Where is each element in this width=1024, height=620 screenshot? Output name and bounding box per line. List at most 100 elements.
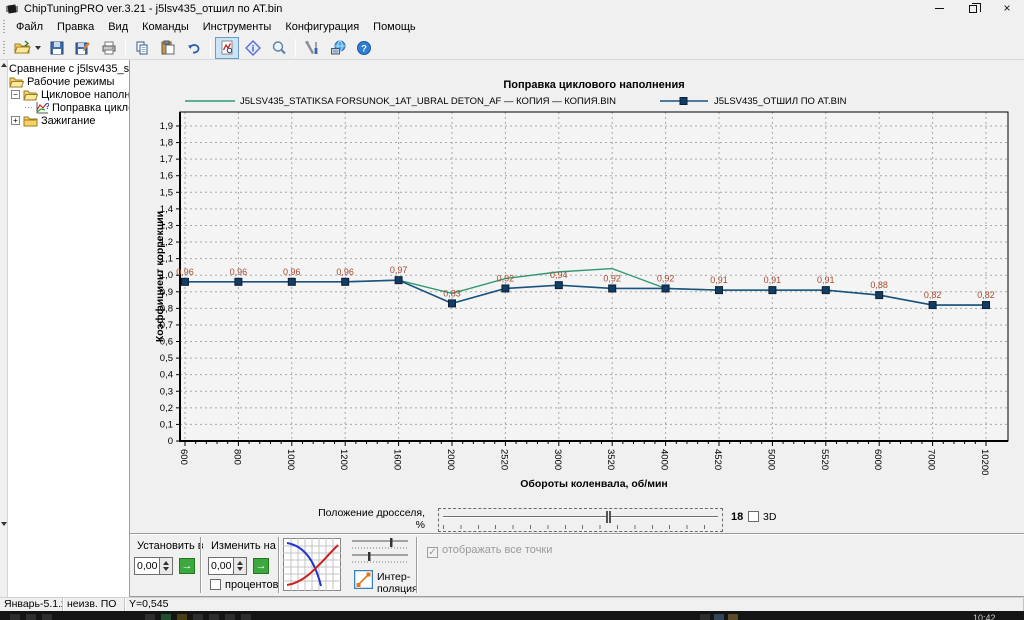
taskbar-tray-icon[interactable] <box>700 614 710 620</box>
menu-file[interactable]: Файл <box>9 18 50 36</box>
curves-tool-icon[interactable] <box>283 538 341 591</box>
svg-text:0,91: 0,91 <box>817 275 835 285</box>
svg-text:Обороты коленвала, об/мин: Обороты коленвала, об/мин <box>520 478 668 490</box>
toolbar-separator <box>125 39 126 57</box>
tree-root-item[interactable]: Сравнение с j5lsv435_statiksa fo <box>9 62 129 75</box>
menu-help[interactable]: Помощь <box>366 18 423 36</box>
tools-button[interactable] <box>300 37 324 59</box>
sliders-tool-icon[interactable] <box>350 538 410 566</box>
toolbar-separator <box>295 39 296 57</box>
taskbar-icon[interactable] <box>209 614 219 620</box>
network-button[interactable] <box>326 37 350 59</box>
set-to-input[interactable] <box>135 558 159 574</box>
percent-label: процентов <box>225 579 278 591</box>
slider-thumb[interactable] <box>606 511 611 523</box>
edit-controls-panel: Установить в → Изменить на → процентов <box>130 533 1024 597</box>
svg-text:1,7: 1,7 <box>160 154 173 165</box>
paste-button[interactable] <box>156 37 180 59</box>
taskbar-icon[interactable] <box>177 614 187 620</box>
scroll-up-icon[interactable] <box>1 63 7 67</box>
taskbar-icon[interactable] <box>241 614 251 620</box>
apply-change-by-button[interactable]: → <box>253 558 269 574</box>
throttle-slider[interactable] <box>438 508 723 532</box>
tree-scrollbar[interactable] <box>0 60 8 597</box>
svg-text:4000: 4000 <box>659 449 670 470</box>
taskbar-icon[interactable] <box>145 614 155 620</box>
status-bar: Январь-5.1.x неизв. ПО Y=0,545 <box>0 597 1024 611</box>
save-as-button[interactable] <box>71 37 95 59</box>
interpolation-icon[interactable] <box>354 570 373 589</box>
close-button[interactable]: × <box>990 0 1024 18</box>
taskbar-icon[interactable] <box>193 614 203 620</box>
svg-text:1200: 1200 <box>338 449 349 470</box>
toolbar-grip[interactable] <box>3 41 5 55</box>
taskbar-tray-icon[interactable] <box>728 614 738 620</box>
menubar-grip[interactable] <box>3 20 5 34</box>
taskbar-icon[interactable] <box>42 614 52 620</box>
windows-taskbar[interactable]: 10:42 <box>0 611 1024 620</box>
collapse-minus-icon[interactable]: − <box>11 90 20 99</box>
zoom-button[interactable] <box>267 37 291 59</box>
percent-toggle[interactable]: процентов <box>210 579 278 591</box>
open-dropdown-icon[interactable] <box>35 46 41 50</box>
expand-plus-icon[interactable]: + <box>11 116 20 125</box>
tree-item-working-modes[interactable]: Рабочие режимы <box>9 75 129 88</box>
panel-separator <box>416 537 418 593</box>
chart-canvas[interactable]: 00,10,20,30,40,50,60,70,80,91,01,11,21,3… <box>130 60 1024 503</box>
throttle-value: 18 <box>731 511 743 523</box>
save-button[interactable] <box>45 37 69 59</box>
show-all-points-toggle: ✓отображать все точки <box>427 544 552 558</box>
apply-arrow-icon: → <box>182 560 193 572</box>
apply-set-to-button[interactable]: → <box>179 558 195 574</box>
open-button[interactable] <box>10 37 34 59</box>
change-by-spinner[interactable] <box>233 558 246 574</box>
menu-commands[interactable]: Команды <box>135 18 196 36</box>
restore-button[interactable] <box>956 0 990 18</box>
window-title: ChipTuningPRO ver.3.21 - j5lsv435_отшил … <box>24 0 282 18</box>
svg-text:7000: 7000 <box>926 449 937 470</box>
info-button[interactable]: i <box>241 37 265 59</box>
set-to-spinbox[interactable] <box>134 557 173 575</box>
tree-item-cyclic-filling[interactable]: − Цикловое наполнение <box>9 88 129 101</box>
mode-3d-toggle[interactable]: 3D <box>748 511 776 523</box>
minimize-button[interactable] <box>922 0 956 18</box>
set-to-spinner[interactable] <box>159 558 172 574</box>
tree-connector <box>25 107 33 108</box>
taskbar-icon[interactable] <box>26 614 36 620</box>
print-button[interactable] <box>97 37 121 59</box>
copy-button[interactable] <box>130 37 154 59</box>
svg-text:1,6: 1,6 <box>160 171 173 182</box>
svg-text:3000: 3000 <box>552 449 563 470</box>
checkbox-percent[interactable] <box>210 579 221 590</box>
change-by-input[interactable] <box>209 558 233 574</box>
checkbox-show-all-points: ✓ <box>427 547 438 558</box>
taskbar-icon[interactable] <box>161 614 171 620</box>
magnifier-icon <box>271 40 287 56</box>
scroll-down-icon[interactable] <box>1 522 7 526</box>
title-bar: ChipTuningPRO ver.3.21 - j5lsv435_отшил … <box>0 0 1024 18</box>
taskbar-icon[interactable] <box>225 614 235 620</box>
svg-text:J5LSV435_STATIKSA FORSUNOK_1AT: J5LSV435_STATIKSA FORSUNOK_1AT_UBRAL DET… <box>240 96 616 107</box>
taskbar-icon[interactable] <box>10 614 20 620</box>
comparison-tree-panel: Сравнение с j5lsv435_statiksa fo Рабочие… <box>0 60 130 597</box>
taskbar-clock: 10:42 <box>973 613 996 620</box>
info-icon: i <box>245 40 261 56</box>
checkbox-3d[interactable] <box>748 511 759 522</box>
taskbar-tray-icon[interactable] <box>714 614 724 620</box>
app-chip-icon <box>5 3 19 15</box>
svg-text:800: 800 <box>231 449 242 465</box>
menu-view[interactable]: Вид <box>101 18 135 36</box>
svg-text:600: 600 <box>178 449 189 465</box>
svg-text:0,92: 0,92 <box>657 273 675 283</box>
interpolation-label[interactable]: Интер-поляция <box>377 571 431 595</box>
tree-item-correction-map[interactable]: ? Поправка циклового <box>9 101 129 114</box>
help-button[interactable]: ? <box>352 37 376 59</box>
change-by-spinbox[interactable] <box>208 557 247 575</box>
menu-configuration[interactable]: Конфигурация <box>278 18 366 36</box>
svg-text:J5LSV435_ОТШИЛ ПО AT.BIN: J5LSV435_ОТШИЛ ПО AT.BIN <box>714 96 847 107</box>
compare-view-button[interactable] <box>215 37 239 59</box>
tree-item-ignition[interactable]: + Зажигание <box>9 114 129 127</box>
undo-button[interactable] <box>182 37 206 59</box>
menu-instruments[interactable]: Инструменты <box>196 18 279 36</box>
menu-edit[interactable]: Правка <box>50 18 101 36</box>
